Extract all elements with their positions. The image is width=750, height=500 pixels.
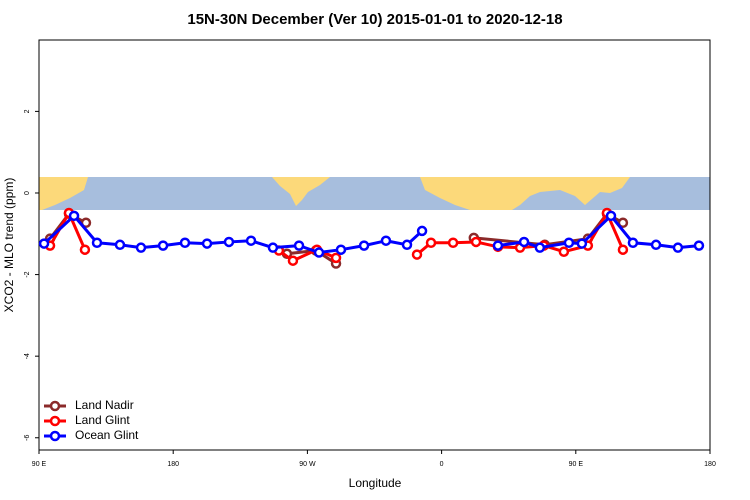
legend-swatch-marker xyxy=(49,400,61,412)
data-point xyxy=(358,240,370,251)
x-tick-label: 90 E xyxy=(32,461,47,468)
legend-label: Ocean Glint xyxy=(75,428,139,442)
legend-swatch-marker xyxy=(49,430,61,442)
data-point xyxy=(157,240,169,251)
y-tick-label: -2 xyxy=(24,271,31,277)
y-tick-label: -4 xyxy=(24,353,31,359)
data-point xyxy=(563,237,575,249)
data-point xyxy=(425,237,437,249)
data-point xyxy=(313,247,325,258)
x-axis-label: Longitude xyxy=(349,476,402,490)
data-point xyxy=(68,210,80,222)
data-point xyxy=(330,252,342,264)
data-point xyxy=(617,217,629,229)
data-point xyxy=(492,240,504,251)
data-point xyxy=(411,249,423,260)
data-point xyxy=(470,236,482,248)
chart-title: 15N-30N December (Ver 10) 2015-01-01 to … xyxy=(187,11,562,28)
y-tick-label: 0 xyxy=(24,191,31,195)
data-point xyxy=(80,217,92,229)
data-point xyxy=(447,237,459,249)
legend-label: Land Nadir xyxy=(75,398,134,412)
data-point xyxy=(293,240,305,251)
data-point xyxy=(223,236,235,248)
data-point xyxy=(558,246,570,257)
data-point xyxy=(245,235,257,246)
data-point xyxy=(672,242,684,253)
x-tick-label: 0 xyxy=(440,461,444,468)
data-point xyxy=(617,244,629,255)
data-point xyxy=(135,242,147,253)
map-band xyxy=(39,177,710,210)
plot-frame xyxy=(38,39,711,451)
data-point xyxy=(605,210,617,222)
data-point xyxy=(518,236,530,248)
data-point xyxy=(91,237,103,249)
data-point xyxy=(79,244,91,255)
y-tick-label: 2 xyxy=(24,109,31,113)
data-point xyxy=(380,235,392,246)
data-point xyxy=(179,237,191,249)
data-point xyxy=(416,225,428,237)
data-point xyxy=(38,238,50,249)
legend-label: Land Glint xyxy=(75,413,130,427)
data-point xyxy=(267,242,279,253)
x-tick-label: 180 xyxy=(704,461,716,468)
x-tick-label: 180 xyxy=(167,461,179,468)
data-point xyxy=(287,255,299,266)
y-tick-label: -6 xyxy=(24,435,31,441)
data-point xyxy=(576,238,588,249)
data-point xyxy=(693,240,705,251)
legend-swatch-marker xyxy=(49,415,61,427)
data-point xyxy=(335,244,347,255)
data-point xyxy=(627,237,639,249)
y-axis-label: XCO2 - MLO trend (ppm) xyxy=(2,178,16,313)
x-tick-label: 90 W xyxy=(299,461,316,468)
data-point xyxy=(650,239,662,251)
data-point xyxy=(534,242,546,253)
x-tick-label: 90 E xyxy=(569,461,584,468)
data-point xyxy=(401,239,413,251)
data-point xyxy=(114,239,126,251)
data-point xyxy=(201,238,213,249)
